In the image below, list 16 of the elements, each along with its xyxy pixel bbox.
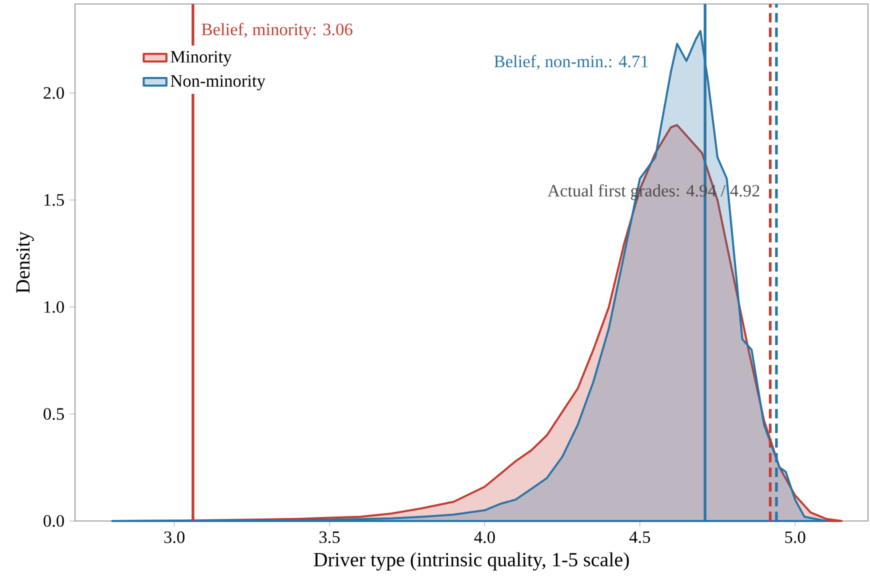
legend-label: Minority — [170, 50, 232, 66]
y-tick-label: 0.5 — [44, 408, 64, 420]
y-tick-label: 1.5 — [44, 194, 64, 206]
ref-line-label: Belief, non-min.: 4.71 — [494, 54, 648, 70]
y-tick-label: 0.0 — [44, 515, 64, 527]
y-tick-label: 1.0 — [44, 301, 64, 313]
y-axis-title: Density — [16, 231, 34, 294]
y-tick-label: 2.0 — [44, 87, 64, 99]
legend-label: Non-minority — [170, 75, 266, 90]
x-tick-label: 3.5 — [320, 531, 340, 544]
x-tick-label: 3.0 — [164, 531, 184, 544]
x-tick-label: 4.0 — [474, 531, 495, 544]
ref-line-label: Belief, minority: 3.06 — [202, 22, 352, 39]
x-tick-label: 4.5 — [629, 531, 650, 544]
x-tick-label: 5.0 — [785, 531, 806, 544]
x-axis-title: Driver type (intrinsic quality, 1-5 scale) — [314, 552, 629, 571]
